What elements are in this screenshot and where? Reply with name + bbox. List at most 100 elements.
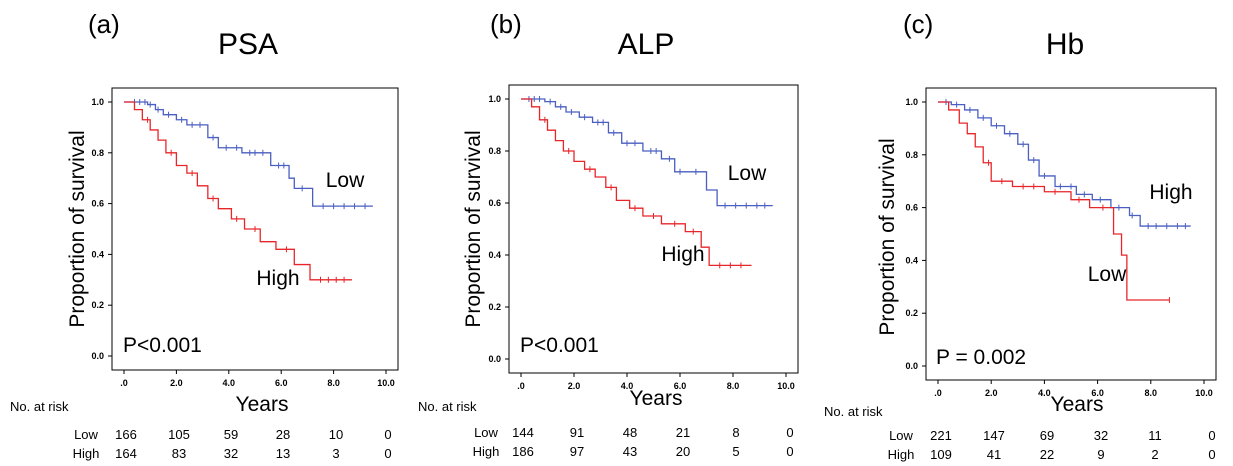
x-axis-label: Years (236, 393, 289, 416)
risk-cell: 43 (623, 444, 637, 459)
risk-cell: 9 (1097, 447, 1104, 462)
x-tick-label: .0 (517, 381, 525, 391)
y-tick-label: 1.0 (488, 94, 501, 104)
curve-label: Low (326, 169, 365, 192)
risk-cell: 0 (786, 425, 793, 440)
risk-cell: 0 (1208, 428, 1215, 443)
risk-cell: 10 (329, 427, 343, 442)
curve-label: High (661, 243, 704, 266)
x-tick-label: 4.0 (223, 378, 236, 388)
risk-cell: 0 (1208, 447, 1215, 462)
risk-table-title: No. at risk (824, 404, 883, 419)
y-axis-label: Proportion of survival (462, 130, 485, 327)
risk-cell: 0 (786, 444, 793, 459)
x-tick-label: 2.0 (568, 381, 581, 391)
x-tick-label: 4.0 (1038, 388, 1051, 398)
panel-letter: (b) (490, 9, 522, 39)
panel-letter: (a) (88, 9, 120, 39)
risk-cell: 48 (623, 425, 637, 440)
risk-table-title: No. at risk (418, 399, 477, 414)
risk-cell: 0 (384, 446, 391, 461)
risk-cell: 11 (1148, 428, 1162, 443)
risk-cell: 105 (168, 427, 190, 442)
y-tick-label: 0.2 (488, 302, 501, 312)
risk-row-label: Low (889, 428, 913, 443)
curve-label: Low (1088, 263, 1127, 286)
risk-row-label: High (888, 447, 915, 462)
x-axis-label: Years (630, 387, 683, 410)
y-axis-label: Proportion of survival (876, 138, 899, 335)
panel-title: PSA (218, 28, 278, 61)
risk-cell: 41 (987, 447, 1001, 462)
km-panel-2: (b) ALP 0.0 0.2 0.4 0.6 0.8 1.0 .0 2.0 4.0 6.0 8.0 10… (418, 9, 799, 459)
curve-label: Low (728, 162, 767, 185)
x-tick-label: 2.0 (170, 378, 183, 388)
survival-curve-low (521, 98, 773, 207)
risk-cell: 28 (276, 427, 290, 442)
survival-curve-high (521, 98, 752, 267)
panel-letter: (c) (903, 9, 933, 39)
y-tick-label: 0.6 (905, 203, 918, 213)
risk-cell: 32 (1094, 428, 1108, 443)
risk-cell: 21 (676, 425, 690, 440)
risk-cell: 144 (512, 425, 534, 440)
survival-curve-high (938, 101, 1191, 227)
risk-cell: 2 (1151, 447, 1158, 462)
risk-cell: 91 (570, 425, 584, 440)
curve-label: High (256, 267, 299, 290)
x-tick-label: .0 (934, 388, 942, 398)
y-tick-label: 0.8 (91, 148, 104, 158)
plot-frame (925, 87, 1217, 381)
x-tick-label: .0 (120, 378, 128, 388)
risk-row-label: High (473, 444, 500, 459)
x-tick-label: 4.0 (621, 381, 634, 391)
survival-curve-high (124, 101, 352, 281)
curve-label: High (1149, 181, 1192, 204)
x-tick-label: 10.0 (1195, 388, 1213, 398)
risk-cell: 83 (172, 446, 186, 461)
risk-cell: 166 (115, 427, 137, 442)
risk-cell: 22 (1040, 447, 1054, 462)
x-tick-label: 6.0 (275, 378, 288, 388)
km-panel-3: (c) Hb 0.0 0.2 0.4 0.6 0.8 1.0 .0 2.0 4.0 6.0 8.0 10.… (824, 9, 1217, 462)
x-tick-label: 8.0 (727, 381, 740, 391)
y-tick-label: 0.4 (488, 250, 501, 260)
risk-cell: 5 (732, 444, 739, 459)
y-tick-label: 0.0 (905, 361, 918, 371)
risk-row-label: Low (74, 427, 98, 442)
plot-frame (508, 84, 799, 374)
risk-row-label: Low (474, 425, 498, 440)
y-tick-label: 0.8 (905, 150, 918, 160)
survival-curve-low (938, 101, 1170, 301)
panel-title: Hb (1046, 28, 1084, 61)
risk-cell: 3 (332, 446, 339, 461)
y-tick-label: 0.2 (91, 300, 104, 310)
risk-row-label: High (73, 446, 100, 461)
x-tick-label: 8.0 (1145, 388, 1158, 398)
risk-cell: 59 (224, 427, 238, 442)
x-axis-label: Years (1051, 393, 1104, 416)
y-tick-label: 0.6 (91, 199, 104, 209)
p-value: P<0.001 (123, 334, 202, 357)
x-tick-label: 2.0 (985, 388, 998, 398)
risk-cell: 147 (983, 428, 1005, 443)
risk-cell: 13 (276, 446, 290, 461)
x-tick-label: 6.0 (1091, 388, 1104, 398)
y-tick-label: 0.0 (488, 354, 501, 364)
y-axis-label: Proportion of survival (66, 130, 89, 327)
x-tick-label: 6.0 (674, 381, 687, 391)
km-panel-1: (a) PSA 0.0 0.2 0.4 0.6 0.8 1.0 .0 2.0 4.0 6.0 8.0 10… (10, 9, 399, 461)
p-value: P<0.001 (520, 334, 599, 357)
risk-cell: 164 (115, 446, 137, 461)
y-tick-label: 0.6 (488, 198, 501, 208)
plot-frame (111, 87, 399, 371)
panel-title: ALP (618, 28, 675, 61)
y-tick-label: 0.2 (905, 308, 918, 318)
risk-cell: 186 (512, 444, 534, 459)
risk-table-title: No. at risk (10, 399, 69, 414)
risk-cell: 109 (930, 447, 952, 462)
y-tick-label: 0.4 (91, 249, 104, 259)
y-tick-label: 0.0 (91, 351, 104, 361)
x-tick-label: 10.0 (777, 381, 795, 391)
